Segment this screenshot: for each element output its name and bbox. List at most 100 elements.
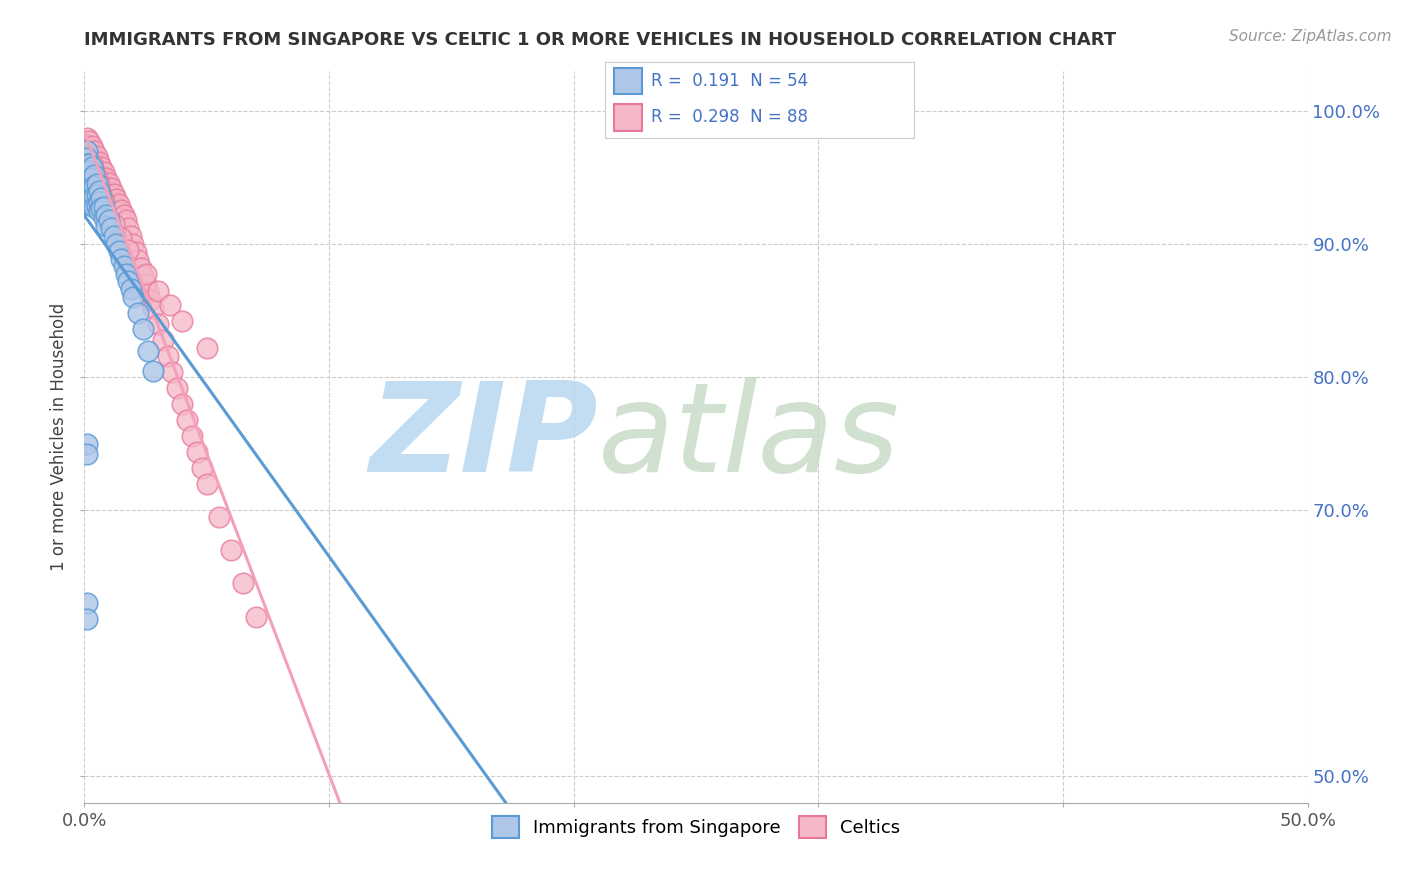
Point	[83, 152, 105, 166]
Point	[76, 164, 98, 178]
Point	[86, 188, 108, 202]
Point	[87, 170, 110, 185]
Point	[77, 189, 100, 203]
Point	[77, 181, 100, 195]
Point	[107, 197, 129, 211]
Point	[77, 149, 100, 163]
Point	[135, 277, 157, 292]
Point	[93, 165, 115, 179]
Point	[125, 245, 148, 260]
Point	[76, 178, 98, 192]
Point	[96, 178, 118, 193]
Point	[117, 221, 139, 235]
Point	[80, 170, 103, 185]
Point	[77, 134, 100, 148]
Point	[122, 237, 145, 252]
Point	[76, 157, 98, 171]
Point	[219, 543, 242, 558]
Point	[90, 186, 112, 201]
Point	[80, 162, 103, 177]
Point	[96, 208, 118, 222]
Point	[97, 213, 120, 227]
Point	[120, 229, 142, 244]
Point	[186, 444, 208, 458]
Point	[127, 306, 149, 320]
Point	[90, 176, 112, 190]
Point	[80, 138, 103, 153]
Point	[76, 137, 98, 152]
Point	[142, 301, 165, 315]
Point	[76, 157, 98, 171]
Point	[136, 285, 159, 299]
Point	[139, 293, 162, 307]
Point	[83, 164, 105, 178]
Point	[76, 151, 98, 165]
Point	[80, 154, 103, 169]
Point	[176, 413, 198, 427]
Point	[132, 322, 155, 336]
Point	[100, 181, 122, 195]
Point	[77, 197, 100, 211]
Point	[162, 365, 184, 379]
Point	[136, 343, 159, 358]
Point	[132, 269, 155, 284]
Point	[76, 151, 98, 165]
Point	[112, 208, 135, 222]
Point	[76, 164, 98, 178]
Point	[103, 229, 125, 244]
Point	[87, 178, 110, 192]
Point	[76, 191, 98, 205]
Point	[76, 612, 98, 626]
Point	[152, 333, 174, 347]
Point	[77, 173, 100, 187]
Point	[146, 317, 169, 331]
Point	[87, 184, 110, 198]
Point	[115, 267, 138, 281]
Point	[166, 381, 188, 395]
Y-axis label: 1 or more Vehicles in Household: 1 or more Vehicles in Household	[51, 303, 69, 571]
Point	[77, 157, 100, 171]
Point	[86, 178, 108, 192]
Point	[195, 341, 218, 355]
Point	[90, 160, 112, 174]
Point	[86, 170, 108, 185]
Point	[100, 221, 122, 235]
Point	[195, 476, 218, 491]
Point	[80, 181, 103, 195]
Point	[129, 261, 152, 276]
Point	[83, 178, 105, 193]
Point	[100, 189, 122, 203]
Text: R =  0.298  N = 88: R = 0.298 N = 88	[651, 108, 808, 126]
Point	[112, 216, 135, 230]
Legend: Immigrants from Singapore, Celtics: Immigrants from Singapore, Celtics	[484, 808, 908, 845]
Point	[76, 197, 98, 211]
Point	[93, 194, 115, 209]
Point	[103, 194, 125, 209]
Point	[87, 162, 110, 177]
Point	[103, 217, 125, 231]
Point	[208, 509, 231, 524]
Point	[93, 211, 115, 225]
Point	[110, 211, 132, 225]
Point	[90, 191, 112, 205]
Point	[117, 243, 139, 257]
Point	[86, 199, 108, 213]
Point	[76, 596, 98, 610]
Point	[93, 173, 115, 187]
Point	[112, 259, 135, 273]
Point	[120, 283, 142, 297]
Point	[115, 213, 138, 227]
Point	[86, 149, 108, 163]
Point	[127, 253, 149, 268]
Point	[83, 189, 105, 203]
Point	[105, 200, 128, 214]
Point	[83, 160, 105, 174]
Point	[83, 168, 105, 182]
Point	[76, 144, 98, 158]
Point	[172, 314, 194, 328]
Point	[181, 429, 204, 443]
Point	[97, 176, 120, 190]
Point	[87, 204, 110, 219]
Text: atlas: atlas	[598, 376, 900, 498]
Point	[86, 173, 108, 187]
